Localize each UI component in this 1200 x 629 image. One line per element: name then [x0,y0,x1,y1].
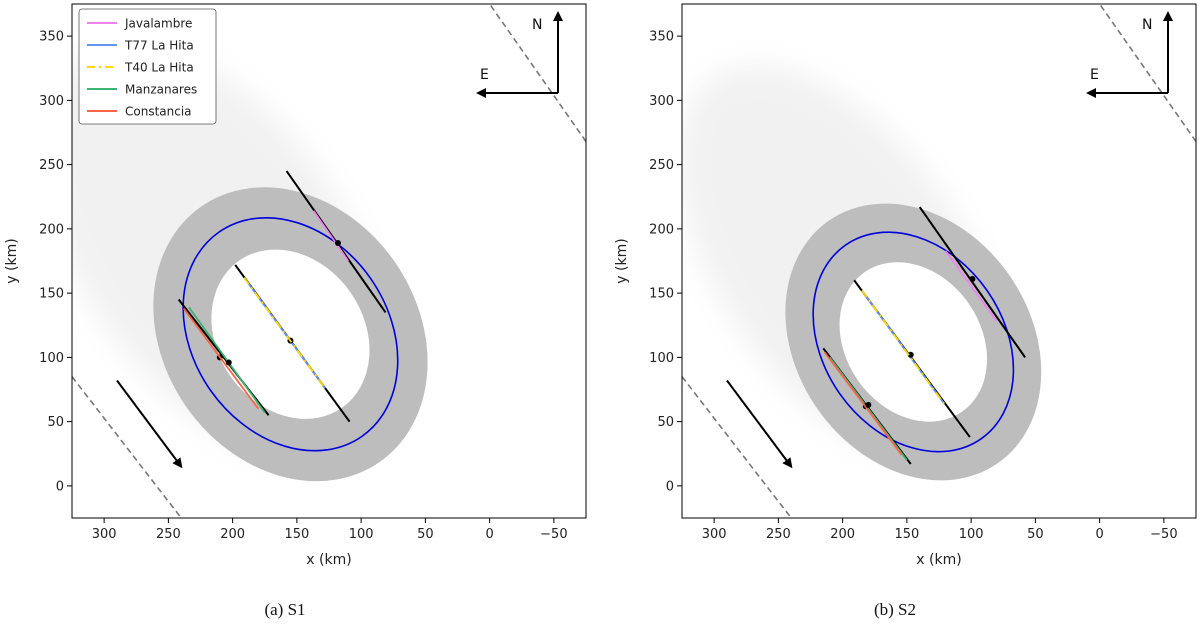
y-tick-label: 100 [649,351,674,366]
x-tick-label: −50 [1150,527,1177,542]
y-tick-label: 100 [39,351,64,366]
legend-label: T40 La Hita [124,61,194,75]
x-tick-label: 100 [349,527,374,542]
chord-manzanares [829,356,908,461]
limb-line [488,4,586,142]
chord-javalambre-uncertainty [918,206,1026,358]
axes-frame [681,3,1197,519]
legend-label: Constancia [125,105,192,119]
chord-constancia [823,351,903,456]
solution-band-hole [211,249,370,419]
y-tick-label: 50 [657,415,674,430]
chord-constancia-midpoint [865,401,872,408]
plot-area [682,4,1196,518]
y-axis-label: y (km) [614,238,630,283]
legend-label: T77 La Hita [124,39,194,53]
legend: Javalambre T77 La Hita T40 La Hita Manzanar… [78,8,217,125]
legend-label: Manzanares [125,83,197,97]
x-tick-label: 250 [156,527,181,542]
y-tick-label: 250 [39,158,64,173]
chord-javalambre [944,250,998,322]
x-axis-label: x (km) [916,552,961,568]
x-tick-label: 150 [894,527,919,542]
chord-javalambre-midpoint [334,240,341,247]
caption-s2: (b) S2 [873,600,917,619]
x-tick-label: −50 [540,527,567,542]
x-tick-label: 200 [220,527,245,542]
plot-area [72,4,586,518]
motion-arrow [726,379,793,469]
best-fit-ellipse [182,216,399,452]
limb-line [72,376,182,518]
y-tick-label: 50 [47,415,64,430]
x-tick-label: 100 [959,527,984,542]
y-tick-label: 200 [39,222,64,237]
y-tick-label: 350 [39,30,64,45]
chord-constancia-midpoint [225,359,232,366]
chord-javalambre-midpoint [969,275,976,282]
chord-manzanares [188,306,266,414]
chord-javalambre [312,210,350,262]
legend-label: Javalambre [124,17,192,31]
y-tick-label: 150 [649,287,674,302]
solution-band-hole [839,262,988,422]
compass: NE [1086,11,1173,98]
x-tick-label: 300 [702,527,727,542]
east-label: E [480,67,489,83]
best-fit-ellipse [812,231,1015,453]
y-tick-label: 300 [39,94,64,109]
chord-t77-la-hita-midpoint [907,351,914,358]
x-tick-label: 150 [284,527,309,542]
north-label: N [532,17,542,33]
y-tick-label: 150 [39,287,64,302]
y-tick-label: 200 [649,222,674,237]
limb-line [682,376,792,518]
x-tick-label: 200 [830,527,855,542]
y-tick-label: 0 [666,479,674,494]
y-tick-label: 350 [649,30,674,45]
chord-constancia [183,308,260,410]
limb-line [1098,4,1196,142]
y-axis-label: y (km) [4,238,20,283]
y-tick-label: 300 [649,94,674,109]
x-tick-label: 300 [92,527,117,542]
y-tick-label: 0 [56,479,64,494]
x-axis-label: x (km) [306,552,351,568]
x-tick-label: 50 [1027,527,1044,542]
chord-t40-la-hita [243,277,326,389]
x-tick-label: 0 [485,527,493,542]
y-tick-label: 250 [649,158,674,173]
x-tick-label: 250 [766,527,791,542]
axes-frame [71,3,587,519]
compass: NE [476,11,563,98]
east-label: E [1090,67,1099,83]
x-tick-label: 50 [417,527,434,542]
legend-box [78,8,217,125]
x-tick-label: 0 [1095,527,1103,542]
caption-s1: (a) S1 [264,600,306,619]
chord-t40-la-hita [861,290,945,405]
north-label: N [1142,17,1152,33]
motion-arrow [116,379,183,469]
